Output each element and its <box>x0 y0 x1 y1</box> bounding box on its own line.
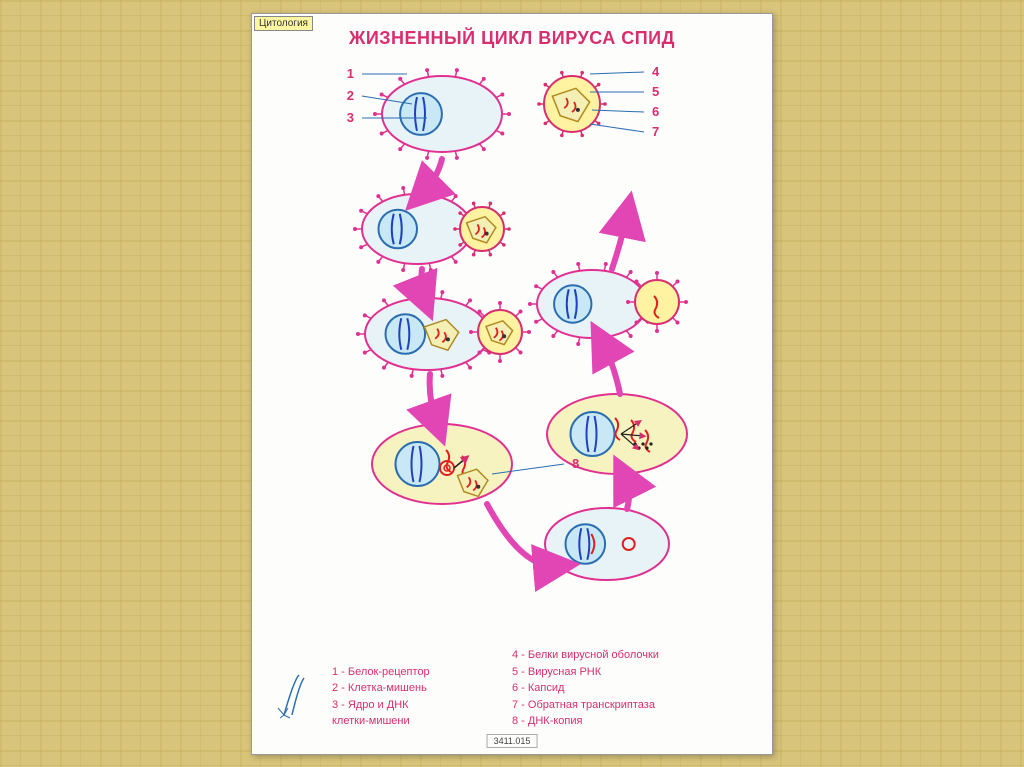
svg-text:4: 4 <box>652 64 660 79</box>
corner-star-icon <box>274 670 324 720</box>
legend-item: 2 - Клетка-мишень <box>332 680 430 697</box>
legend-item: 7 - Обратная транскриптаза <box>512 697 742 714</box>
svg-text:5: 5 <box>652 84 659 99</box>
svg-text:1: 1 <box>347 66 354 81</box>
legend-item: клетки-мишени <box>332 713 430 730</box>
legend-right: 4 - Белки вирусной оболочки5 - Вирусная … <box>512 647 742 730</box>
svg-text:8: 8 <box>572 456 579 471</box>
svg-text:7: 7 <box>652 124 659 139</box>
svg-text:3: 3 <box>347 110 354 125</box>
legend-item: 5 - Вирусная РНК <box>512 664 742 681</box>
svg-text:6: 6 <box>652 104 659 119</box>
code-label: 3411.015 <box>487 734 538 748</box>
poster: Цитология ЖИЗНЕННЫЙ ЦИКЛ ВИРУСА СПИД 123… <box>251 13 773 755</box>
legend-left: 1 - Белок-рецептор2 - Клетка-мишень3 - Я… <box>332 664 430 730</box>
diagram-svg: 1 2 3 4 5 6 7 8 <box>252 14 772 754</box>
legend-item: 6 - Капсид <box>512 680 742 697</box>
legend-item: 1 - Белок-рецептор <box>332 664 430 681</box>
legend-item: 3 - Ядро и ДНК <box>332 697 430 714</box>
svg-text:2: 2 <box>347 88 354 103</box>
legend-item: 8 - ДНК-копия <box>512 713 742 730</box>
legend-item: 4 - Белки вирусной оболочки <box>512 647 742 664</box>
